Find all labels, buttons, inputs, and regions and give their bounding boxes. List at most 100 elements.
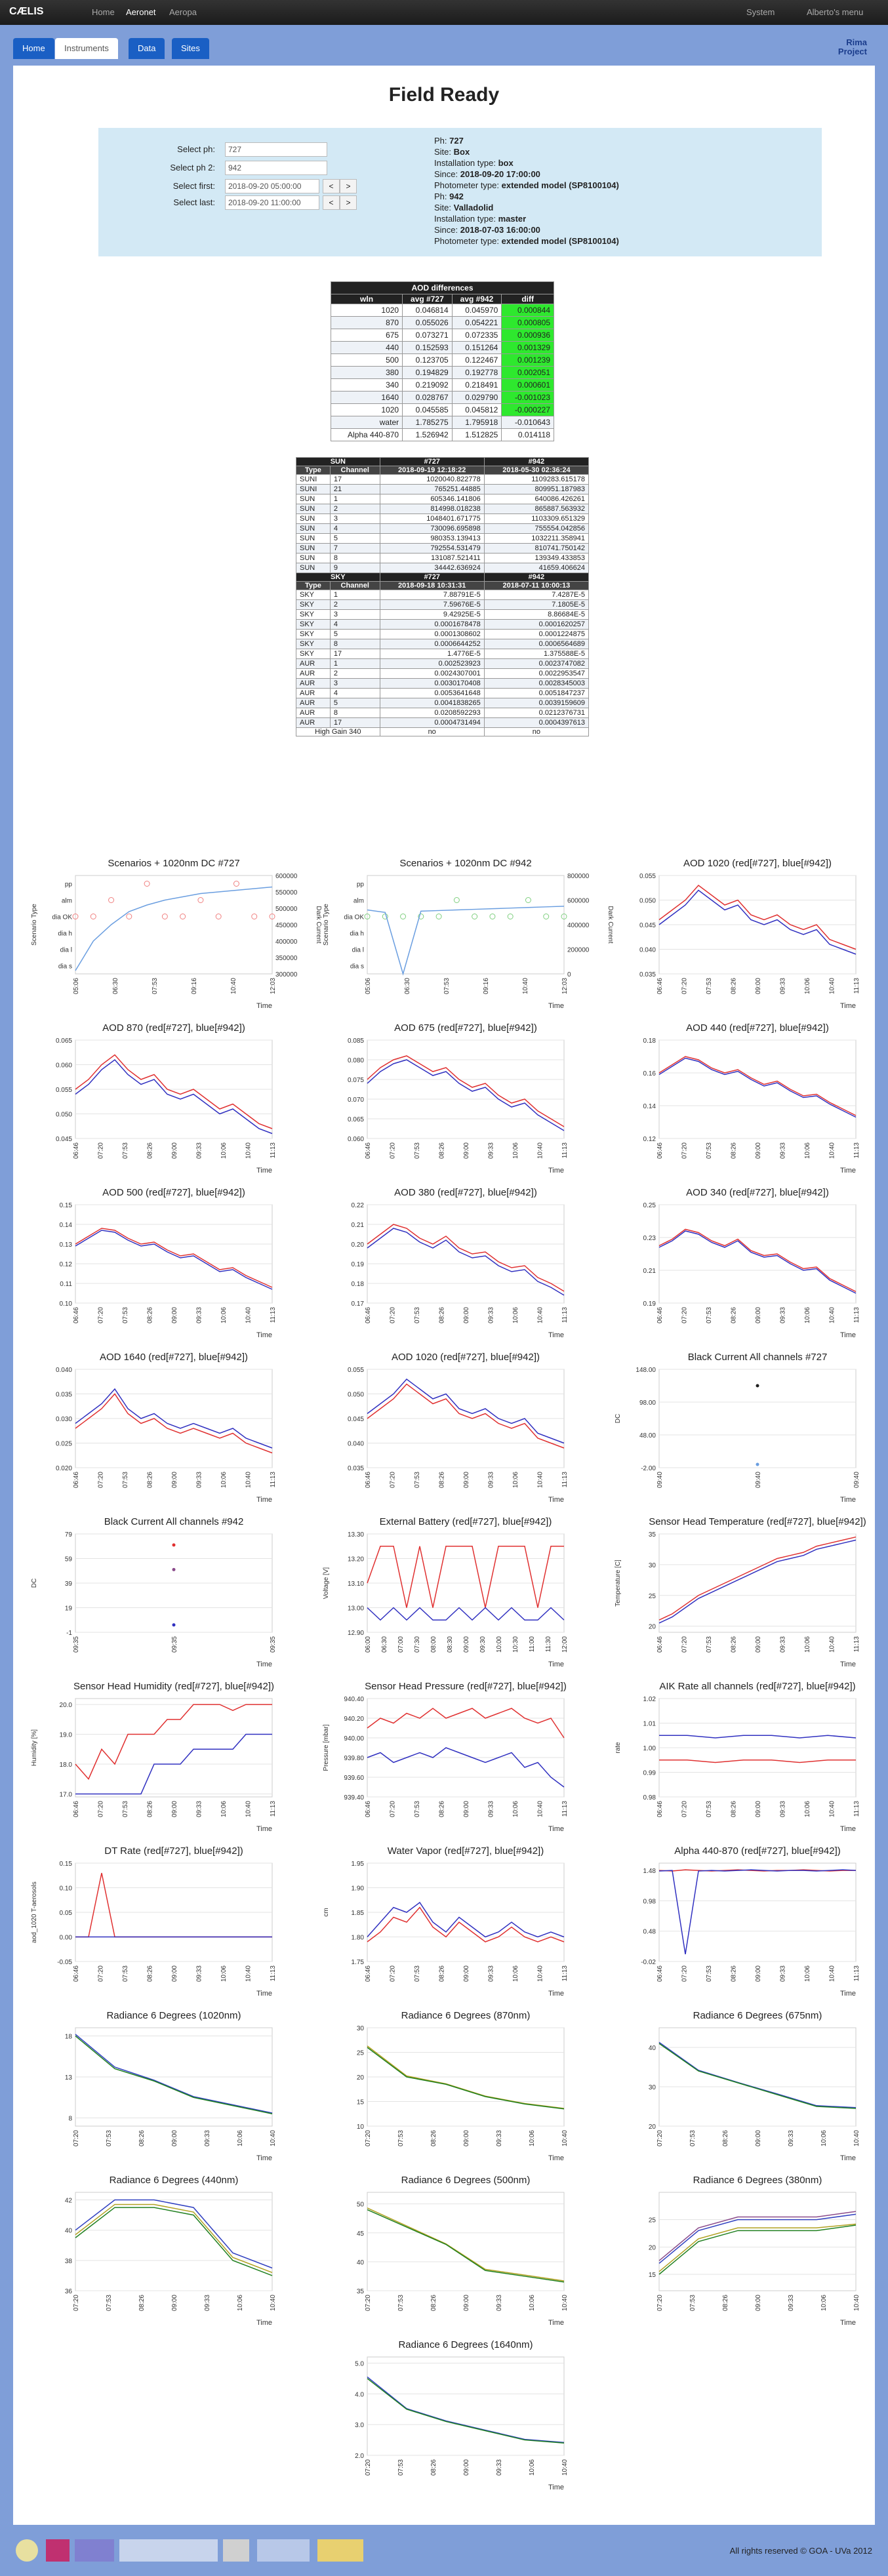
field-input[interactable]: 2018-09-20 05:00:00: [225, 179, 319, 193]
x-tick-label: 09:33: [780, 1142, 787, 1159]
table-cell: 9.42925E-5: [379, 609, 485, 620]
data-line: [367, 2376, 565, 2444]
y-tick-label: 20: [649, 2244, 656, 2251]
prev-button[interactable]: <: [323, 195, 340, 210]
logo: [75, 2539, 114, 2562]
next-button[interactable]: >: [340, 179, 357, 193]
table-cell: SUN: [296, 553, 331, 563]
y-axis-label: Humidity [%]: [31, 1729, 38, 1766]
field-input[interactable]: 942: [225, 161, 327, 175]
x-tick-label: 08:30: [447, 1636, 454, 1653]
header-cell: 2018-09-18 10:31:31: [379, 581, 485, 590]
table-cell: 0.0028345003: [483, 678, 590, 689]
plot-area: [367, 2356, 565, 2456]
plot-area: [658, 1862, 857, 1962]
nav-link[interactable]: Alberto's menu: [807, 7, 864, 17]
y-tick-label: 1.80: [352, 1935, 365, 1942]
y-tick-label: 40: [357, 2259, 365, 2266]
table-cell: 809951.187983: [483, 484, 590, 494]
table-cell: -0.000227: [501, 403, 554, 416]
x-tick-label: 06:46: [73, 1965, 80, 1982]
scenario-marker: [144, 881, 150, 887]
table-cell: 340: [330, 378, 403, 392]
table-cell: 2: [329, 504, 380, 514]
x-tick-label: 11:13: [270, 1472, 277, 1488]
table-cell: AUR: [296, 688, 331, 698]
x-tick-label: 10:06: [820, 2130, 828, 2146]
y2-tick-label: 400000: [567, 922, 590, 929]
table-cell: 7: [329, 543, 380, 553]
field-input[interactable]: 727: [225, 142, 327, 157]
brand[interactable]: CÆLIS: [9, 6, 44, 17]
prev-button[interactable]: <: [323, 179, 340, 193]
x-tick-label: 09:00: [463, 1636, 470, 1653]
table-cell: 0.151264: [451, 341, 502, 354]
y-tick-label: 0.065: [56, 1037, 72, 1045]
tab[interactable]: Data: [129, 38, 165, 59]
y-tick-label: 18.0: [60, 1761, 73, 1769]
logo: [257, 2539, 310, 2562]
x-tick-label: 09:35: [270, 1636, 277, 1653]
x-tick-label: 10:06: [529, 2459, 536, 2476]
table-cell: SUN: [296, 494, 331, 504]
nav-link[interactable]: Aeronet: [126, 7, 156, 17]
data-line: [367, 1224, 565, 1292]
x-tick-label: 08:00: [430, 1636, 437, 1653]
nav-link[interactable]: Aeropa: [169, 7, 197, 17]
table-cell: High Gain 340: [296, 727, 380, 736]
y-tick-label: 98.00: [639, 1399, 656, 1407]
table-cell: 1032211.358941: [483, 533, 590, 544]
nav-link[interactable]: System: [746, 7, 775, 17]
table-cell: 8.86684E-5: [483, 609, 590, 620]
plot-area: [658, 1204, 857, 1304]
y-tick-label: 0.13: [60, 1241, 73, 1249]
table-row: Alpha 440-870 1.526942 1.512825 0.014118: [330, 428, 554, 441]
table-cell: 7.59676E-5: [379, 599, 485, 610]
x-tick-label: 09:40: [853, 1472, 860, 1488]
table-row: AUR 1 0.002523923 0.0023747082: [296, 658, 590, 669]
table-cell: 0.192778: [451, 366, 502, 379]
tab[interactable]: Instruments: [55, 38, 118, 59]
x-tick-label: 07:53: [151, 978, 159, 994]
data-line: [367, 1383, 565, 1449]
chart-title: AOD 1020 (red[#727], blue[#942]): [683, 858, 832, 869]
x-tick-label: 06:46: [656, 1965, 664, 1982]
y-tick-label: 940.40: [344, 1696, 364, 1703]
x-tick-label: 07:53: [414, 1472, 421, 1488]
x-tick-label: 10:00: [496, 1636, 503, 1653]
x-tick-label: 08:26: [722, 2130, 729, 2146]
tab[interactable]: Home: [13, 38, 54, 59]
x-tick-label: 10:40: [245, 1307, 252, 1323]
x-tick-label: 06:46: [656, 1307, 664, 1323]
y-tick-label: 5.0: [355, 2360, 364, 2367]
chart-title: AOD 380 (red[#727], blue[#942]): [394, 1187, 537, 1198]
y-tick-label: 0.030: [56, 1416, 72, 1423]
x-tick-label: 11:13: [561, 1307, 569, 1323]
table-cell: 1: [329, 658, 380, 669]
x-tick-label: 07:53: [706, 1142, 713, 1159]
y-tick-label: 10: [357, 2123, 365, 2131]
table-row: SKY 3 9.42925E-5 8.86684E-5: [296, 609, 590, 620]
table-cell: AUR: [296, 658, 331, 669]
chart-title: DT Rate (red[#727], blue[#942]): [104, 1845, 243, 1857]
tab[interactable]: Sites: [172, 38, 209, 59]
y-axis-label: aod_1020 T-aerosols: [31, 1882, 38, 1943]
x-tick-label: 09:00: [463, 2459, 470, 2476]
field-input[interactable]: 2018-09-20 11:00:00: [225, 195, 319, 210]
nav-link[interactable]: Home: [92, 7, 115, 17]
table-cell: -0.001023: [501, 391, 554, 404]
x-tick-label: 07:53: [106, 2295, 113, 2311]
y-tick-label: 0.14: [60, 1222, 73, 1229]
x-axis-label: Time: [256, 1002, 272, 1010]
x-tick-label: 10:30: [512, 1636, 519, 1653]
x-tick-label: 10:06: [804, 1965, 811, 1982]
y-tick-label: 39: [65, 1580, 73, 1588]
header-cell: SUN: [296, 457, 380, 466]
header-cell: wln: [330, 294, 403, 304]
table-cell: 5: [329, 629, 380, 639]
y-tick-label: 940.00: [344, 1735, 364, 1742]
x-tick-label: 10:06: [804, 1307, 811, 1323]
next-button[interactable]: >: [340, 195, 357, 210]
x-tick-label: 07:20: [681, 1636, 689, 1653]
y-tick-label: 2.0: [355, 2453, 364, 2460]
